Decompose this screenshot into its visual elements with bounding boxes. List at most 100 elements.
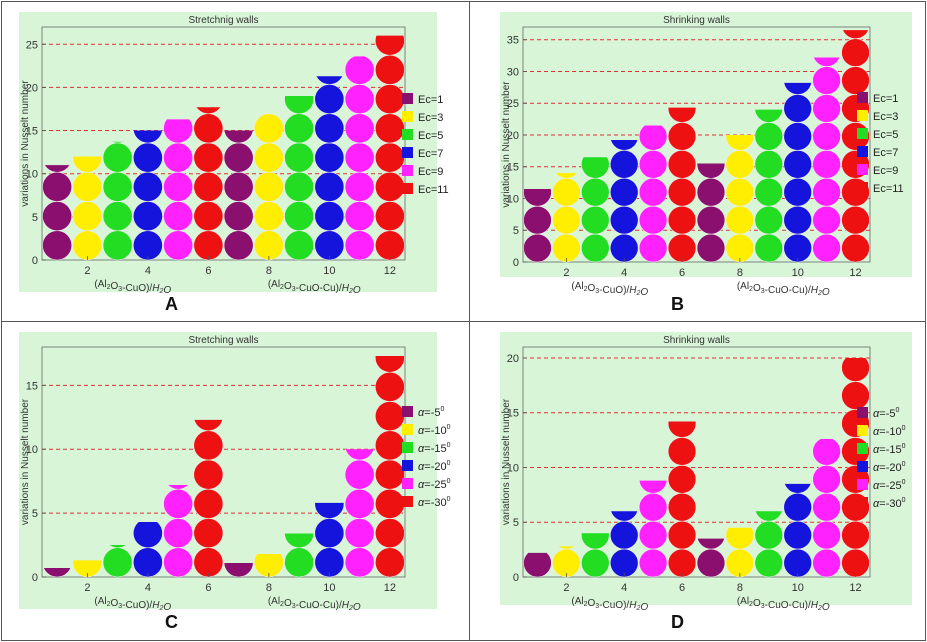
legend-swatch <box>402 424 413 435</box>
x-group-label: (Al2O3-CuO)/H2O <box>94 596 171 613</box>
bar-cap <box>813 57 841 67</box>
bar-10 <box>314 502 345 578</box>
legend-item: α=-200 <box>402 460 451 473</box>
bar-circle <box>638 233 668 263</box>
bar-circle <box>163 142 194 173</box>
y-axis-label: variations in Nusselt number <box>501 81 512 208</box>
bar-circle <box>812 492 841 522</box>
bar-circle <box>696 205 726 235</box>
bar-circle <box>314 518 345 549</box>
bar-circle <box>344 171 375 202</box>
x-tick-label: 2 <box>563 267 569 279</box>
bar-circle <box>609 177 639 207</box>
bar-circle <box>102 171 133 202</box>
legend-swatch <box>402 460 413 471</box>
x-tick-label: 8 <box>266 582 272 594</box>
bar-circle <box>374 518 405 549</box>
bar-11 <box>344 56 375 261</box>
bar-cap <box>374 355 405 373</box>
bar-circle <box>374 201 405 232</box>
bar-circle <box>163 171 194 202</box>
legend-item: Ec=7 <box>402 147 443 160</box>
bar-cap <box>812 439 841 466</box>
bar-circle <box>552 205 581 235</box>
bar-circle <box>163 518 194 549</box>
bar-circle <box>725 548 755 578</box>
x-group-label: (Al2O3-CuO)/H2O <box>571 596 648 613</box>
bar-circle <box>284 230 315 261</box>
bar-circle <box>812 150 841 179</box>
bar-1 <box>43 568 71 578</box>
y-tick-label: 20 <box>507 353 519 365</box>
bar-circle <box>667 233 697 263</box>
legend-swatch <box>402 93 413 104</box>
bar-cap <box>253 554 284 577</box>
bar-circle <box>812 205 841 235</box>
bar-circle <box>102 142 133 173</box>
legend-item: Ec=1 <box>857 92 898 105</box>
legend-label: α=-300 <box>418 496 451 509</box>
x-tick-label: 6 <box>679 582 685 594</box>
bar-circle <box>841 381 870 410</box>
bar-circle <box>725 205 755 235</box>
bar-circle <box>638 520 668 550</box>
bar-5 <box>163 119 194 261</box>
legend-label: Ec=11 <box>418 184 449 196</box>
bar-circle <box>284 113 315 144</box>
bar-6 <box>193 107 224 261</box>
bar-cap <box>842 30 869 39</box>
bar-circle <box>344 84 375 115</box>
x-tick-label: 4 <box>621 582 627 594</box>
x-tick-label: 6 <box>679 267 685 279</box>
bar-circle <box>812 177 841 207</box>
bar-10 <box>314 76 345 261</box>
bar-circle <box>374 230 405 261</box>
legend-swatch <box>857 407 868 418</box>
panel-label: C <box>165 612 178 632</box>
bar-2 <box>552 173 581 263</box>
bar-cap <box>557 546 576 550</box>
x-tick-label: 6 <box>205 582 211 594</box>
bar-circle <box>374 142 405 173</box>
bar-circle <box>374 171 405 202</box>
bar-circle <box>552 177 581 207</box>
legend-item: α=-250 <box>857 479 906 492</box>
bar-circle <box>253 201 284 232</box>
bar-circle <box>667 465 697 494</box>
y-tick-label: 25 <box>507 98 519 110</box>
y-tick-label: 15 <box>507 162 519 174</box>
bar-cap <box>344 56 375 85</box>
y-tick-label: 10 <box>507 193 519 205</box>
bar-6 <box>667 421 697 578</box>
bar-circle <box>193 142 224 173</box>
bar-8 <box>725 527 755 578</box>
bar-circle <box>552 233 581 263</box>
y-tick-label: 0 <box>513 257 519 269</box>
bar-3 <box>581 157 610 263</box>
legend-label: α=-200 <box>873 461 906 474</box>
bar-circle <box>609 548 639 578</box>
bar-circle <box>193 171 224 202</box>
bar-circle <box>581 205 610 235</box>
bar-circle <box>812 548 841 578</box>
bar-circle <box>667 437 697 466</box>
y-tick-label: 15 <box>26 126 38 138</box>
bar-circle <box>253 113 284 144</box>
bar-3 <box>102 545 133 578</box>
bar-circle <box>754 205 784 235</box>
bar-cap <box>555 173 578 179</box>
legend-label: Ec=5 <box>418 130 443 142</box>
legend-label: α=-50 <box>418 406 445 419</box>
bar-cap <box>284 96 315 114</box>
chart-title: Stretchnig walls <box>188 15 258 26</box>
legend-label: Ec=1 <box>418 94 443 106</box>
bar-circle <box>132 230 163 261</box>
bar-cap <box>72 560 103 577</box>
bar-circle <box>696 548 726 578</box>
bar-cap <box>783 82 812 95</box>
legend-swatch <box>857 146 868 157</box>
bar-circle <box>812 94 841 123</box>
bar-circle <box>725 177 755 207</box>
bar-cap <box>610 140 638 151</box>
y-tick-label: 0 <box>32 572 38 584</box>
